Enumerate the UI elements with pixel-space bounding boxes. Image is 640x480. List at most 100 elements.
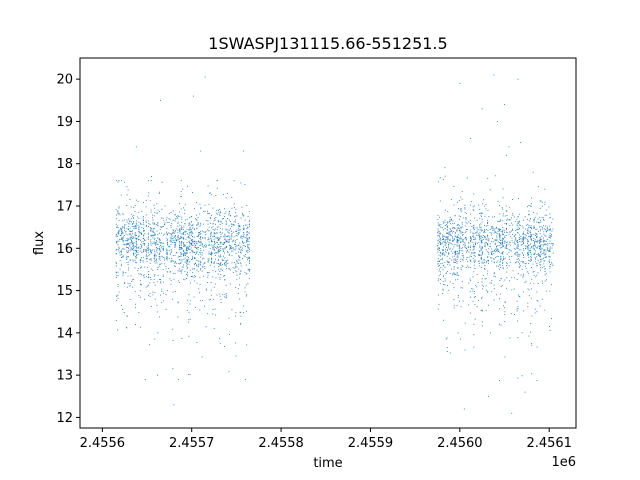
data-point: [117, 227, 119, 228]
data-point: [135, 223, 137, 225]
x-tick-label: 2.4556: [80, 436, 126, 451]
data-point: [212, 246, 214, 248]
data-point: [177, 378, 179, 380]
data-point: [181, 227, 183, 229]
data-point: [137, 237, 139, 239]
data-point: [523, 241, 524, 243]
data-point: [197, 223, 199, 225]
data-point: [442, 241, 444, 243]
data-point: [457, 253, 459, 255]
data-point: [246, 235, 248, 237]
data-point: [192, 242, 194, 244]
data-point: [196, 242, 198, 244]
data-point: [496, 265, 497, 267]
data-point: [540, 221, 542, 223]
data-point: [456, 236, 458, 238]
data-point: [129, 221, 131, 222]
data-point: [155, 258, 157, 260]
data-point: [479, 250, 481, 252]
data-point: [488, 240, 490, 242]
data-point: [225, 297, 227, 299]
data-point: [470, 260, 472, 262]
data-point: [543, 239, 545, 241]
data-point: [530, 225, 532, 227]
data-point: [496, 246, 498, 248]
data-point: [484, 259, 486, 261]
data-point: [504, 104, 505, 106]
data-point: [125, 231, 127, 233]
data-point: [143, 249, 145, 251]
data-point: [547, 247, 549, 249]
data-point: [172, 238, 174, 240]
data-point: [135, 255, 137, 257]
data-point: [158, 279, 160, 280]
data-point: [524, 237, 526, 239]
data-point: [241, 238, 243, 240]
data-point: [481, 241, 483, 243]
data-point: [235, 265, 237, 267]
data-point: [549, 329, 551, 331]
data-point: [224, 275, 225, 277]
data-point: [444, 167, 446, 169]
data-point: [141, 233, 142, 234]
data-point: [115, 263, 117, 265]
data-point: [141, 245, 143, 247]
data-point: [439, 255, 441, 257]
data-point: [179, 245, 181, 247]
data-point: [214, 233, 215, 234]
data-point: [453, 239, 455, 241]
data-point: [127, 244, 129, 245]
data-point: [475, 232, 476, 234]
data-point: [133, 236, 135, 238]
data-point: [456, 253, 458, 255]
data-point: [462, 241, 464, 243]
data-point: [135, 257, 137, 259]
data-point: [115, 271, 117, 273]
data-point: [473, 346, 475, 348]
data-point: [194, 264, 195, 265]
data-point: [538, 231, 540, 232]
data-point: [453, 186, 455, 187]
data-point: [138, 238, 140, 240]
data-point: [484, 269, 486, 271]
data-point: [131, 231, 133, 233]
data-point: [180, 191, 182, 192]
data-point: [157, 224, 159, 226]
data-point: [525, 268, 527, 269]
data-point: [453, 299, 455, 301]
data-point: [200, 207, 201, 209]
data-point: [510, 250, 512, 252]
data-point: [454, 258, 456, 260]
data-point: [503, 259, 505, 260]
data-point: [522, 238, 524, 240]
data-point: [248, 257, 250, 259]
data-point: [499, 235, 501, 237]
data-point: [188, 249, 190, 251]
data-point: [449, 218, 451, 220]
data-point: [496, 248, 498, 250]
data-point: [126, 240, 128, 242]
data-point: [191, 250, 192, 252]
data-point: [490, 257, 491, 259]
data-point: [153, 258, 155, 260]
data-point: [480, 214, 482, 216]
data-point: [533, 253, 535, 255]
data-point: [460, 232, 462, 234]
data-point: [473, 244, 474, 246]
data-point: [551, 230, 553, 232]
data-point: [216, 262, 218, 264]
data-point: [189, 227, 191, 229]
data-point: [228, 211, 230, 213]
data-point: [196, 259, 198, 261]
data-point: [132, 245, 134, 247]
data-point: [531, 228, 533, 229]
data-point: [537, 272, 539, 274]
data-point: [229, 248, 231, 250]
data-point: [248, 211, 250, 212]
data-point: [536, 242, 538, 244]
data-point: [189, 282, 191, 284]
data-point: [458, 253, 460, 255]
data-point: [149, 200, 151, 202]
data-point: [473, 210, 475, 212]
data-point: [493, 299, 495, 301]
